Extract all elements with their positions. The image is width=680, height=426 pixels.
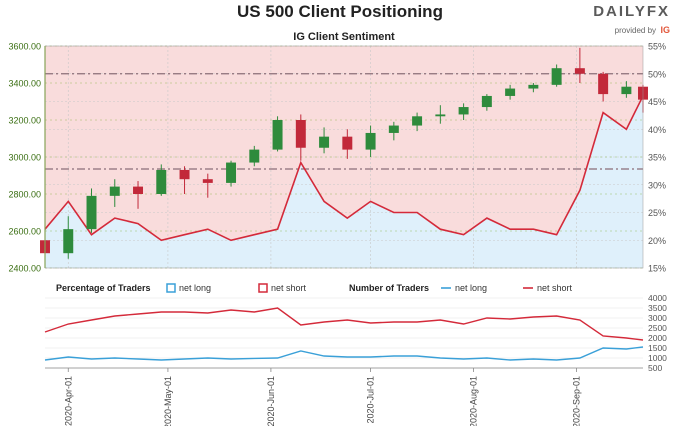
- y-right-tick-label: 20%: [648, 236, 666, 246]
- y-count-tick-label: 3000: [648, 313, 667, 323]
- y-count-tick-label: 4000: [648, 293, 667, 303]
- candle-body: [435, 114, 446, 117]
- y-left-tick-label: 3200.00: [8, 116, 41, 126]
- candle-body: [365, 132, 376, 150]
- y-right-tick-label: 35%: [648, 153, 666, 163]
- y-right-tick-label: 30%: [648, 180, 666, 190]
- y-left-tick-label: 2400.00: [8, 264, 41, 274]
- y-left-tick-label: 3600.00: [8, 42, 41, 52]
- y-right-tick-label: 40%: [648, 125, 666, 135]
- logo-wordmark: DAILYFX: [593, 3, 670, 20]
- y-count-tick-label: 3500: [648, 303, 667, 313]
- x-tick-label: 2020-Sep-01: [572, 376, 582, 426]
- legend-label-net-long-line: net long: [455, 283, 487, 293]
- net-long-area: [45, 95, 643, 269]
- legend-swatch-net-short-box: [258, 283, 268, 293]
- candle-body: [202, 179, 213, 183]
- net-short-line: [44, 95, 644, 242]
- candle-body: [272, 120, 283, 150]
- x-tick-label: 2020-Jul-01: [366, 376, 376, 424]
- count-net-short-line: [44, 307, 644, 341]
- candle-body: [388, 125, 399, 133]
- candle-body: [156, 169, 167, 194]
- y-right-tick-label: 50%: [648, 69, 666, 79]
- candle-body: [412, 116, 423, 126]
- y-count-tick-label: 500: [648, 363, 662, 373]
- legend-label-net-short-box: net short: [271, 283, 307, 293]
- candle-body: [319, 136, 330, 148]
- y-right-tick-label: 45%: [648, 97, 666, 107]
- y-count-tick-label: 2500: [648, 323, 667, 333]
- candle-body: [226, 162, 237, 183]
- candle-body: [133, 186, 144, 194]
- chart-title: US 500 Client Positioning: [237, 2, 443, 21]
- candle-body: [551, 68, 562, 85]
- y-count-tick-label: 1000: [648, 353, 667, 363]
- candle-body: [574, 68, 585, 74]
- logo-ig: IG: [660, 25, 670, 35]
- x-tick-label: 2020-Aug-01: [469, 376, 479, 426]
- dailyfx-logo: DAILYFX provided by IG: [593, 3, 670, 38]
- candle-body: [295, 120, 306, 148]
- panel-title: IG Client Sentiment: [293, 31, 395, 43]
- candle-body: [621, 86, 632, 95]
- y-left-tick-label: 3400.00: [8, 79, 41, 89]
- y-left-tick-label: 2800.00: [8, 190, 41, 200]
- y-count-tick-label: 1500: [648, 343, 667, 353]
- x-tick-label: 2020-May-01: [163, 376, 173, 426]
- candle-body: [109, 186, 120, 196]
- candle-body: [86, 195, 97, 230]
- y-left-tick-label: 3000.00: [8, 153, 41, 163]
- y-right-tick-label: 25%: [648, 208, 666, 218]
- y-count-tick-label: 2000: [648, 333, 667, 343]
- candle-body: [598, 73, 609, 95]
- y-right-tick-label: 15%: [648, 264, 666, 274]
- legend-label-net-short-line: net short: [537, 283, 573, 293]
- candle-body: [505, 88, 516, 96]
- plot-frame: [44, 45, 644, 269]
- candle-body: [249, 149, 260, 163]
- count-net-long-line: [44, 346, 644, 361]
- candle-body: [481, 95, 492, 108]
- candle-body: [342, 136, 353, 150]
- candle-body: [63, 229, 74, 254]
- legend-label-net-long-box: net long: [179, 283, 211, 293]
- y-right-tick-label: 55%: [648, 42, 666, 52]
- logo-provided-by: provided by: [614, 26, 657, 35]
- x-tick-label: 2020-Apr-01: [63, 376, 73, 426]
- legend-title-number: Number of Traders: [349, 283, 429, 293]
- legend-swatch-net-long-box: [166, 283, 176, 293]
- candle-body: [528, 84, 539, 89]
- x-tick-label: 2020-Jun-01: [266, 376, 276, 426]
- candle-body: [458, 107, 469, 115]
- y-left-tick-label: 2600.00: [8, 227, 41, 237]
- legend-title-percentage: Percentage of Traders: [56, 283, 151, 293]
- candle-body: [179, 169, 190, 180]
